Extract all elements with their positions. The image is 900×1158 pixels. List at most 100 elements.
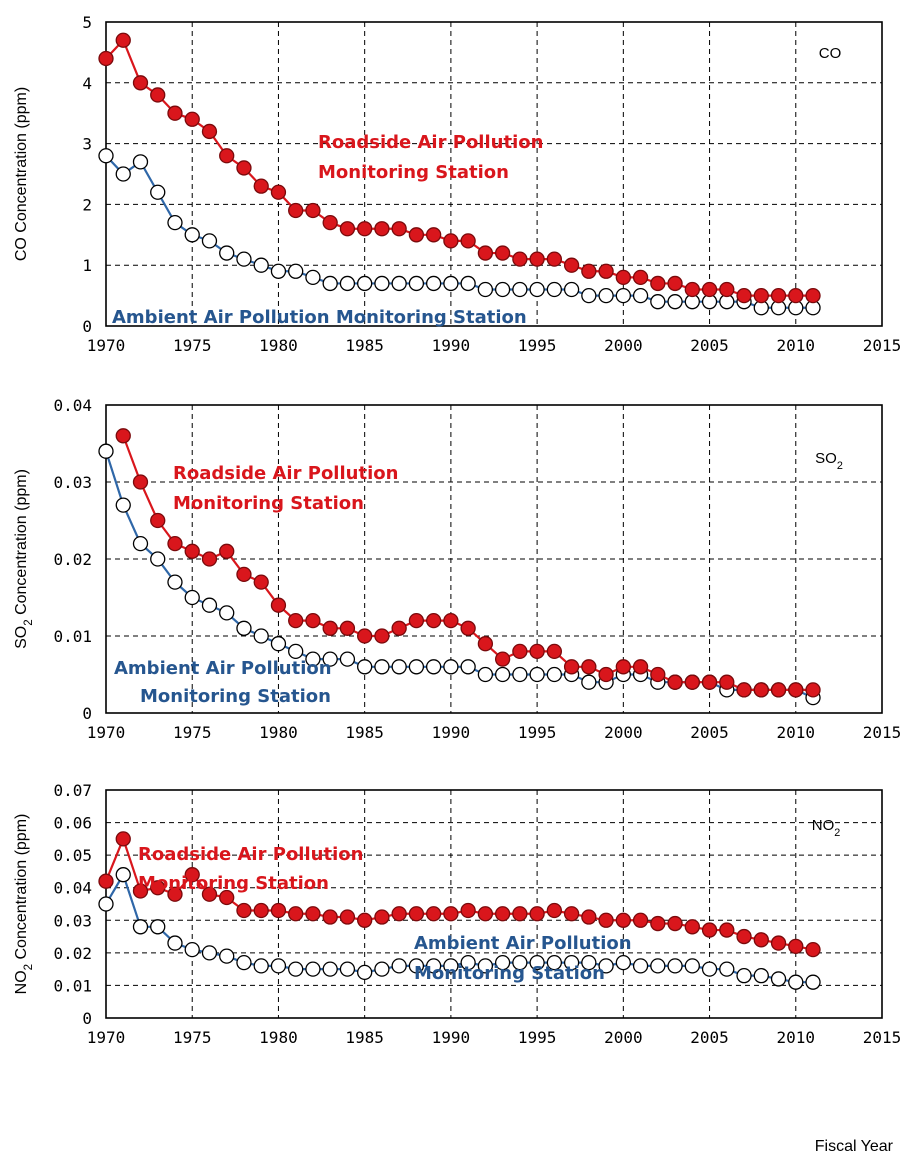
y-tick-label: 4 [82, 74, 92, 93]
ambient-data-point [322, 275, 338, 292]
x-tick-label: 2015 [863, 1028, 900, 1047]
roadside-data-point [270, 597, 287, 613]
y-tick-label: 0.06 [53, 814, 92, 833]
roadside-data-point [546, 251, 563, 267]
ambient-data-point [270, 636, 287, 652]
ambient-data-point [581, 287, 597, 304]
ambient-data-point [632, 958, 649, 974]
roadside-data-point [736, 682, 752, 698]
roadside-data-point [598, 263, 614, 279]
ambient-data-point [322, 961, 338, 977]
x-tick-label: 2000 [604, 723, 643, 742]
roadside-data-point [701, 281, 718, 298]
ambient-data-point [391, 275, 407, 292]
roadside-data-point [719, 674, 735, 690]
ambient-station-label: Monitoring Station [140, 686, 331, 707]
roadside-data-point [270, 184, 287, 200]
ambient-data-point [339, 961, 356, 977]
ambient-data-point [115, 166, 131, 182]
roadside-data-point [477, 245, 494, 261]
ambient-data-point [184, 941, 200, 958]
ambient-data-point [443, 275, 459, 292]
roadside-station-label: Monitoring Station [173, 493, 364, 514]
roadside-data-point [719, 281, 735, 298]
roadside-data-point [563, 906, 580, 922]
x-tick-label: 1975 [173, 336, 212, 355]
ambient-data-point [201, 597, 218, 613]
roadside-data-point [684, 674, 700, 690]
ambient-station-label: Ambient Air Pollution [114, 658, 332, 679]
roadside-data-point [288, 202, 304, 219]
y-tick-label: 3 [82, 135, 92, 154]
ambient-data-point [236, 251, 252, 267]
roadside-data-point [667, 275, 683, 292]
ambient-data-point [115, 497, 131, 513]
roadside-data-point [477, 636, 494, 652]
x-tick-label: 2005 [690, 336, 729, 355]
chart-panel-co: 1970 1975 1980 1985 1990 1995 2000 2005 2010 2015… [82, 13, 900, 355]
ambient-data-point [512, 954, 528, 971]
ambient-data-point [650, 958, 666, 974]
x-tick-label: 1985 [345, 723, 384, 742]
roadside-data-point [219, 543, 235, 559]
x-tick-label: 2000 [604, 336, 643, 355]
roadside-data-point [805, 287, 821, 304]
ambient-data-point [546, 666, 563, 683]
roadside-station-label: Roadside Air Pollution [138, 844, 363, 865]
ambient-data-point [408, 275, 425, 292]
x-tick-label: 1985 [345, 1028, 384, 1047]
ambient-data-point [632, 287, 649, 304]
panel-tag: CO [819, 45, 842, 62]
ambient-data-point [598, 287, 614, 304]
plot-frame [105, 21, 883, 327]
roadside-data-point [494, 906, 511, 922]
roadside-data-point [305, 202, 321, 219]
ambient-data-point [667, 294, 683, 310]
y-tick-label: 0.01 [53, 976, 92, 995]
roadside-data-point [460, 233, 476, 249]
ambient-data-point [529, 954, 545, 971]
roadside-data-point [753, 932, 769, 948]
roadside-data-point [391, 620, 407, 636]
ambient-data-point [615, 287, 631, 304]
y-tick-label: 0.01 [53, 627, 92, 646]
roadside-data-point [201, 123, 218, 140]
roadside-data-point [184, 543, 200, 559]
y-tick-label: 0 [82, 704, 92, 723]
ambient-data-point [305, 269, 321, 286]
x-tick-label: 2005 [690, 1028, 729, 1047]
ambient-data-point [477, 958, 494, 974]
ambient-data-point [150, 919, 166, 935]
roadside-data-point [132, 883, 149, 899]
chart-panel-no2: 1970 1975 1980 1985 1990 1995 2000 2005 2010 2015… [53, 781, 900, 1047]
ambient-data-point [374, 961, 390, 977]
ambient-data-point [667, 958, 683, 974]
roadside-data-point [339, 221, 356, 237]
roadside-data-point [115, 831, 131, 847]
roadside-data-point [115, 32, 131, 48]
roadside-data-point [684, 281, 700, 298]
ambient-data-point [805, 974, 821, 990]
y-axis-label: CO Concentration (ppm) [13, 87, 30, 261]
roadside-data-point [322, 620, 338, 636]
roadside-station-label: Roadside Air Pollution [318, 132, 543, 153]
roadside-data-point [132, 75, 149, 91]
roadside-data-point [460, 620, 476, 636]
roadside-data-point [425, 227, 442, 243]
roadside-data-point [443, 233, 459, 249]
ambient-data-point [477, 281, 494, 298]
x-tick-label: 1970 [87, 336, 126, 355]
ambient-data-point [339, 275, 356, 292]
roadside-data-point [425, 612, 442, 629]
roadside-data-point [219, 889, 235, 906]
ambient-data-point [512, 666, 528, 683]
roadside-data-point [184, 867, 200, 883]
roadside-data-point [236, 566, 252, 583]
ambient-data-point [684, 958, 700, 974]
ambient-data-point [184, 227, 200, 243]
roadside-data-point [529, 643, 545, 660]
y-tick-label: 0.02 [53, 944, 92, 963]
y-tick-label: 1 [82, 256, 92, 275]
roadside-data-point [236, 160, 252, 176]
ambient-data-point [115, 867, 131, 883]
